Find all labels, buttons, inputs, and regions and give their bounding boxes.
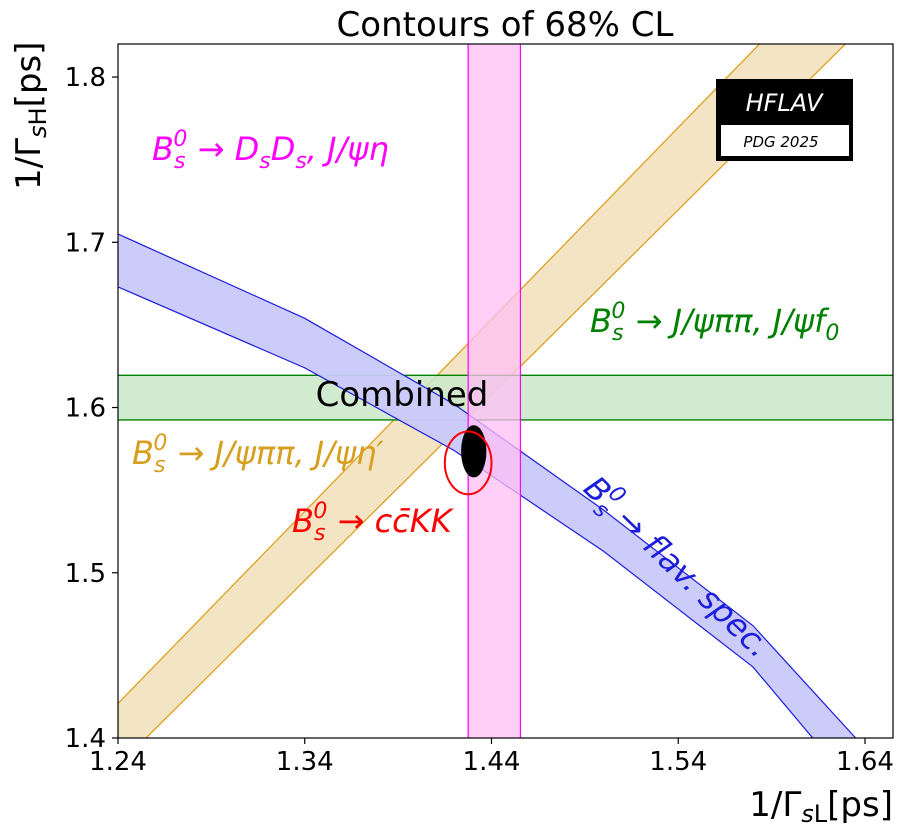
hflav-logo: HFLAV PDG 2025: [716, 79, 853, 161]
y-tick-label-1: 1.5: [65, 559, 106, 589]
plot-area: [118, 44, 893, 738]
x-tick-label-0: 1.24: [89, 747, 147, 777]
ticks-layer: 1.24 1.34 1.44 1.54 1.64 1.4 1.5 1.6 1.7 1.8: [65, 63, 894, 777]
x-tick-label-4: 1.64: [836, 747, 894, 777]
logo-title: HFLAV: [746, 89, 824, 117]
y-tick-label-3: 1.7: [65, 228, 106, 258]
bands-layer: [118, 44, 893, 738]
x-tick-label-1: 1.34: [276, 747, 334, 777]
y-axis-title: 1/ΓsH[ps]: [9, 42, 52, 190]
combined-contour: [461, 425, 487, 478]
x-tick-label-3: 1.54: [649, 747, 707, 777]
cckk-contour: [443, 430, 493, 496]
x-tick-label-2: 1.44: [463, 747, 521, 777]
logo-subtitle: PDG 2025: [743, 133, 818, 151]
label-jpsif0: Bs0 → J/ψππ, J/ψf0: [590, 299, 839, 346]
band-flav-spec-edge-2: [118, 286, 814, 738]
chart-title: Contours of 68% CL: [337, 5, 674, 45]
y-tick-label-0: 1.4: [65, 724, 106, 754]
plot-frame: [117, 43, 894, 739]
x-axis-title: 1/ΓsL[ps]: [749, 785, 893, 828]
band-dsds-fill: [468, 44, 521, 738]
label-jpsieta: Bs0 → J/ψππ, J/ψη′: [132, 431, 384, 478]
band-flav-spec-fill: [118, 234, 856, 738]
band-flav-spec-edge-1: [118, 233, 857, 738]
y-tick-label-2: 1.6: [65, 394, 106, 424]
label-dsds: Bs0 → DsDs, J/ψη: [152, 127, 389, 174]
y-tick-label-4: 1.8: [65, 63, 106, 93]
label-flav: Bs0 → flav. spec.: [572, 466, 780, 669]
label-combined: Combined: [316, 375, 489, 415]
label-cckk: Bs0 → cc̄KK: [292, 499, 455, 546]
